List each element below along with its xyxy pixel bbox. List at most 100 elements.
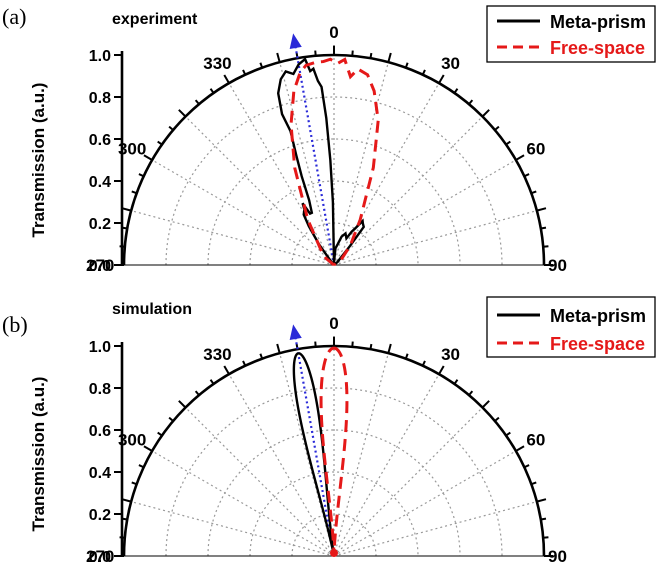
angle-tick-label: 0 <box>329 314 338 333</box>
radial-tick-label: 0.0 <box>89 258 111 275</box>
angle-tick-mark <box>223 74 230 84</box>
angle-tick-mark <box>481 109 490 118</box>
radial-tick-label: 0.4 <box>89 465 111 482</box>
panel-label-a: (a) <box>2 4 26 29</box>
y-axis-label-b: Transmission (a.u.) <box>29 377 48 532</box>
angle-tick-mark <box>404 62 409 69</box>
grid-spoke <box>333 82 440 266</box>
grid-spoke <box>333 373 440 557</box>
panel-b: (b) simulation Transmission (a.u.) 0.0 0.… <box>2 296 656 565</box>
angle-tick-mark <box>138 464 145 469</box>
angle-tick-label: 60 <box>526 139 545 158</box>
panel-label-b: (b) <box>2 312 28 337</box>
y-axis-label-a: Transmission (a.u.) <box>29 83 48 238</box>
tick-labels-b: 0.0 0.2 0.4 0.6 0.8 1.0 270 300 330 0 30 60 90 <box>86 314 567 565</box>
legend-box-b <box>486 296 656 358</box>
angle-tick-mark <box>194 99 200 105</box>
grid-circle <box>207 138 461 266</box>
radial-tick-label: 0.8 <box>89 381 111 398</box>
grid-spoke <box>333 62 389 266</box>
legend-b: Meta-prism Free-space <box>486 296 656 358</box>
grid-spoke <box>279 353 335 557</box>
radial-tick-label: 0.2 <box>89 216 111 233</box>
angle-tick-mark <box>131 481 138 486</box>
angle-tick-mark <box>387 52 392 63</box>
angle-tick-mark <box>540 517 547 521</box>
angle-tick-mark <box>453 88 459 94</box>
grid-spoke <box>279 62 335 266</box>
angle-tick-mark <box>143 445 153 452</box>
polar-grid-b <box>114 336 554 557</box>
angle-tick-mark <box>515 445 525 452</box>
angle-tick-mark <box>530 190 537 195</box>
angle-tick-mark <box>536 207 547 212</box>
radial-tick-label: 0.6 <box>89 132 111 149</box>
angle-tick-label: 90 <box>548 256 567 275</box>
grid-spoke <box>185 116 335 266</box>
angle-tick-mark <box>494 125 500 131</box>
angle-tick-mark <box>523 173 530 178</box>
grid-spoke <box>185 407 335 557</box>
grid-spoke <box>151 159 335 266</box>
angle-tick-mark <box>178 109 187 118</box>
angle-tick-mark <box>143 154 153 161</box>
outer-arc <box>122 53 546 266</box>
series-group-b <box>289 324 349 557</box>
grid-spoke <box>131 501 335 557</box>
outer-arc <box>122 344 546 557</box>
legend-box-a <box>486 5 656 63</box>
angle-tick-mark <box>536 498 547 503</box>
grid-circle <box>249 471 419 557</box>
legend-a: Meta-prism Free-space <box>486 5 656 63</box>
angle-tick-mark <box>121 207 132 212</box>
radial-tick-label: 0.4 <box>89 174 111 191</box>
angle-tick-mark <box>438 365 445 375</box>
angle-tick-label: 330 <box>203 345 231 364</box>
angle-tick-mark <box>438 74 445 84</box>
angle-tick-mark <box>209 88 215 94</box>
angle-tick-label: 30 <box>441 54 460 73</box>
angle-tick-mark <box>168 125 174 131</box>
radial-tick-label: 1.0 <box>89 48 111 65</box>
series-group-a <box>276 33 380 267</box>
angle-tick-mark <box>223 365 230 375</box>
legend-label-free-space-b: Free-space <box>550 334 645 354</box>
angle-tick-mark <box>121 498 132 503</box>
direction-marker-arrowhead <box>289 33 302 50</box>
panel-title-b: simulation <box>112 301 192 318</box>
radial-tick-label: 0.0 <box>89 549 111 565</box>
grid-circle <box>165 387 503 557</box>
angle-tick-mark <box>481 400 490 409</box>
legend-label-meta-prism: Meta-prism <box>550 12 646 32</box>
grid-spoke <box>333 159 517 266</box>
angle-tick-label: 0 <box>329 23 338 42</box>
angle-tick-mark <box>421 69 426 76</box>
angle-tick-label: 30 <box>441 345 460 364</box>
angle-tick-mark <box>168 416 174 422</box>
grid-circle <box>207 429 461 557</box>
panel-title-a: experiment <box>112 11 198 28</box>
tick-labels-a: 0.0 0.2 0.4 0.6 0.8 1.0 270 300 330 0 30 60 90 <box>86 23 567 275</box>
direction-marker-arrowhead <box>289 324 302 341</box>
angle-tick-mark <box>404 353 409 360</box>
grid-circle <box>165 96 503 266</box>
angle-tick-mark <box>523 464 530 469</box>
legend-label-meta-prism-b: Meta-prism <box>550 306 646 326</box>
angle-tick-mark <box>138 173 145 178</box>
series-line-meta-prism <box>276 57 366 266</box>
angle-tick-mark <box>468 390 474 396</box>
angle-tick-label: 300 <box>118 430 146 449</box>
radial-tick-label: 0.2 <box>89 507 111 524</box>
grid-spoke <box>333 210 537 266</box>
series-line-meta-prism <box>292 352 336 557</box>
angle-tick-mark <box>540 226 547 230</box>
grid-spoke <box>333 450 517 557</box>
angle-tick-label: 270 <box>86 256 114 275</box>
grid-spoke <box>131 210 335 266</box>
angle-tick-mark <box>131 190 138 195</box>
angle-tick-mark <box>387 343 392 354</box>
grid-spoke <box>333 116 483 266</box>
angle-tick-mark <box>157 431 163 437</box>
angle-tick-mark <box>468 99 474 105</box>
